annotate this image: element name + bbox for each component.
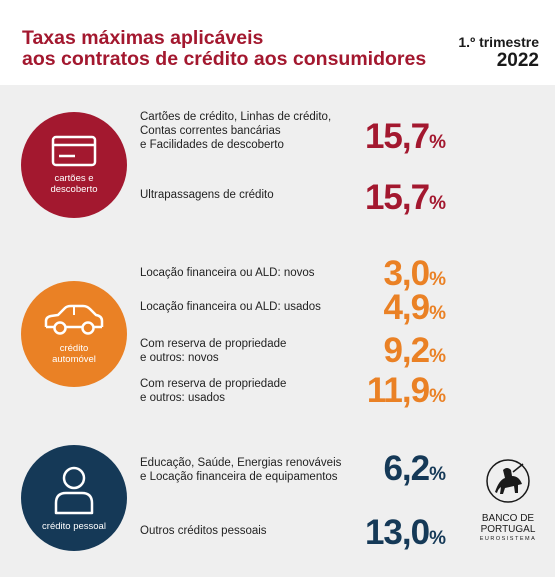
- title-line-1: Taxas máximas aplicáveis: [22, 27, 264, 49]
- category-personal-circle: crédito pessoal: [21, 445, 127, 551]
- category-personal-label: crédito pessoal: [42, 520, 106, 532]
- rate-leasing-new-label: Locação financeira ou ALD: novos: [140, 267, 315, 279]
- horseman-emblem-icon: [486, 459, 530, 503]
- rate-cards-lines-label: Cartões de crédito, Linhas de crédito, C…: [140, 111, 332, 151]
- bank-logo: BANCO DE PORTUGAL EUROSISTEMA: [468, 458, 548, 543]
- logo-text-line1: BANCO DE: [481, 513, 535, 524]
- rate-reservation-used-label: Com reserva de propriedade e outros: usa…: [140, 378, 287, 404]
- rate-other-personal-value: 13,0%: [364, 513, 446, 552]
- page-title: Taxas máximas aplicáveis aos contratos d…: [22, 28, 426, 70]
- rate-leasing-used-label: Locação financeira ou ALD: usados: [140, 301, 321, 313]
- rate-leasing-used-value: 4,9%: [383, 288, 446, 327]
- rate-reservation-new-label: Com reserva de propriedade e outros: nov…: [140, 338, 287, 364]
- person-icon: [54, 466, 94, 514]
- rate-education-label: Educação, Saúde, Energias renováveis e L…: [140, 457, 342, 483]
- period-year: 2022: [496, 50, 539, 71]
- rate-overdraft-label: Ultrapassagens de crédito: [140, 189, 274, 201]
- rate-education-value: 6,2%: [383, 449, 446, 488]
- period-block: 1.º trimestre 2022: [458, 34, 539, 72]
- rate-overdraft-value: 15,7%: [364, 178, 446, 217]
- logo-text-line3: EUROSISTEMA: [479, 536, 537, 542]
- logo-text-line2: PORTUGAL: [480, 524, 536, 535]
- category-cards-circle: cartões e descoberto: [21, 112, 127, 218]
- rate-reservation-new-value: 9,2%: [383, 331, 446, 370]
- header: Taxas máximas aplicáveis aos contratos d…: [0, 0, 555, 85]
- category-auto-circle: crédito automóvel: [21, 281, 127, 387]
- period-label: 1.º trimestre: [458, 34, 539, 50]
- rate-other-personal-label: Outros créditos pessoais: [140, 525, 267, 537]
- rate-reservation-used-value: 11,9%: [366, 371, 446, 410]
- title-line-2: aos contratos de crédito aos consumidore…: [22, 48, 427, 70]
- rate-cards-lines-value: 15,7%: [364, 117, 446, 156]
- rate-leasing-new-value: 3,0%: [383, 254, 446, 293]
- credit-card-icon: [51, 135, 97, 167]
- car-icon: [44, 304, 104, 335]
- category-auto-label: crédito automóvel: [52, 343, 96, 365]
- category-cards-label: cartões e descoberto: [50, 173, 98, 195]
